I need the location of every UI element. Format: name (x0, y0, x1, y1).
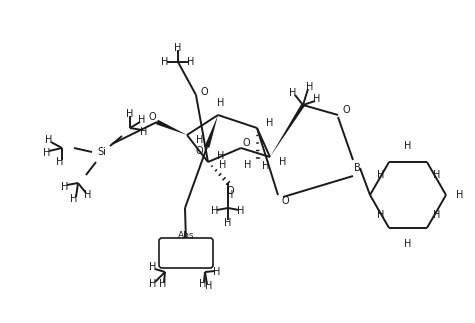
Text: H: H (205, 281, 213, 291)
Text: H: H (61, 182, 69, 192)
Text: H: H (433, 210, 441, 220)
Text: H: H (43, 148, 51, 158)
Text: O: O (148, 112, 156, 122)
Text: H: H (138, 115, 146, 125)
Polygon shape (270, 104, 304, 157)
Text: H: H (162, 57, 169, 67)
FancyBboxPatch shape (159, 238, 213, 268)
Polygon shape (156, 120, 187, 135)
Text: H: H (218, 151, 225, 161)
Text: H: H (140, 127, 148, 137)
Text: H: H (377, 210, 385, 220)
Text: H: H (377, 170, 385, 180)
Text: H: H (404, 141, 412, 151)
Text: H: H (266, 118, 274, 128)
Text: H: H (433, 170, 441, 180)
Text: Si: Si (97, 147, 106, 157)
Text: H: H (238, 206, 245, 216)
Text: H: H (218, 98, 225, 108)
Text: H: H (279, 157, 287, 167)
Text: H: H (85, 190, 92, 200)
Text: H: H (226, 190, 234, 200)
Text: H: H (159, 279, 167, 289)
Text: H: H (404, 239, 412, 249)
Text: H: H (219, 160, 227, 170)
Text: O: O (242, 138, 250, 148)
Text: H: H (70, 194, 78, 204)
Text: O: O (226, 186, 234, 196)
Text: B: B (353, 163, 361, 173)
Text: O: O (342, 105, 350, 115)
Text: H: H (306, 82, 314, 92)
Polygon shape (205, 115, 218, 148)
Text: H: H (45, 135, 53, 145)
Text: H: H (57, 157, 64, 167)
Text: H: H (200, 279, 207, 289)
Text: H: H (149, 279, 157, 289)
Text: H: H (244, 160, 252, 170)
Text: H: H (262, 161, 270, 171)
Text: H: H (224, 218, 232, 228)
Text: O: O (200, 87, 208, 97)
Text: H: H (149, 262, 157, 272)
Text: H: H (174, 43, 182, 53)
Text: H: H (126, 109, 133, 119)
Text: H: H (314, 94, 321, 104)
Text: H: H (213, 267, 221, 277)
Text: H: H (211, 206, 218, 216)
Text: O: O (195, 146, 203, 156)
Text: O: O (281, 196, 289, 206)
Text: Abs: Abs (178, 231, 194, 239)
Text: H: H (289, 88, 297, 98)
Text: H: H (456, 190, 464, 200)
Text: H: H (187, 57, 195, 67)
Text: H: H (196, 135, 204, 145)
